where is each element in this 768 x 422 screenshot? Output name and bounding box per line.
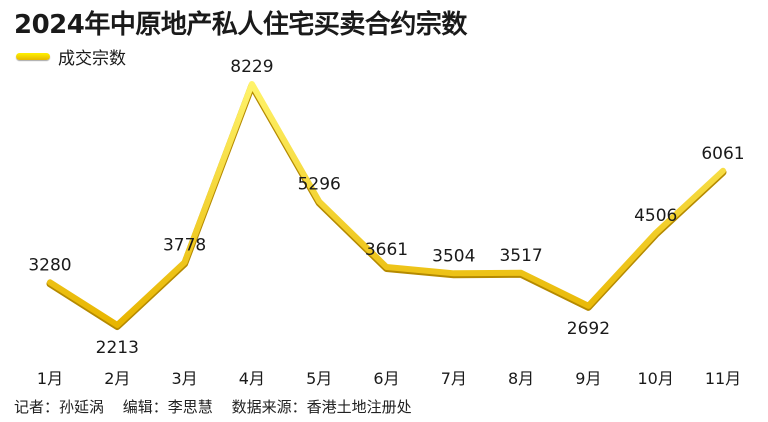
x-tick-label: 5月 bbox=[306, 369, 332, 388]
data-label: 5296 bbox=[298, 174, 341, 194]
x-tick-label: 10月 bbox=[638, 369, 674, 388]
x-tick-label: 11月 bbox=[705, 369, 741, 388]
legend-line-swatch bbox=[16, 53, 50, 60]
source-credit: 数据来源：香港土地注册处 bbox=[231, 398, 412, 416]
data-label: 3517 bbox=[499, 246, 542, 266]
data-label: 6061 bbox=[701, 144, 744, 164]
x-tick-label: 7月 bbox=[441, 369, 467, 388]
data-label: 2692 bbox=[567, 319, 610, 339]
series-line bbox=[47, 81, 726, 328]
data-label: 3778 bbox=[163, 235, 206, 255]
x-tick-label: 3月 bbox=[172, 369, 198, 388]
x-tick-label: 8月 bbox=[508, 369, 534, 388]
x-tick-label: 6月 bbox=[373, 369, 399, 388]
data-label: 3504 bbox=[432, 246, 475, 266]
data-label: 3661 bbox=[365, 240, 408, 260]
reporter-credit: 记者：孙延涡 bbox=[14, 398, 105, 416]
legend: 成交宗数 bbox=[16, 44, 126, 69]
x-tick-label: 1月 bbox=[37, 369, 63, 388]
credits: 记者：孙延涡 编辑：李思慧 数据来源：香港土地注册处 bbox=[14, 396, 426, 417]
x-tick-label: 4月 bbox=[239, 369, 265, 388]
data-label: 8229 bbox=[230, 57, 273, 77]
data-label: 2213 bbox=[96, 338, 139, 358]
editor-credit: 编辑：李思慧 bbox=[122, 398, 213, 416]
data-label: 4506 bbox=[634, 206, 677, 226]
x-tick-label: 2月 bbox=[104, 369, 130, 388]
data-label: 3280 bbox=[28, 255, 71, 275]
x-tick-label: 9月 bbox=[575, 369, 601, 388]
chart-title: 2024年中原地产私人住宅买卖合约宗数 bbox=[14, 10, 467, 40]
legend-label: 成交宗数 bbox=[58, 49, 126, 69]
